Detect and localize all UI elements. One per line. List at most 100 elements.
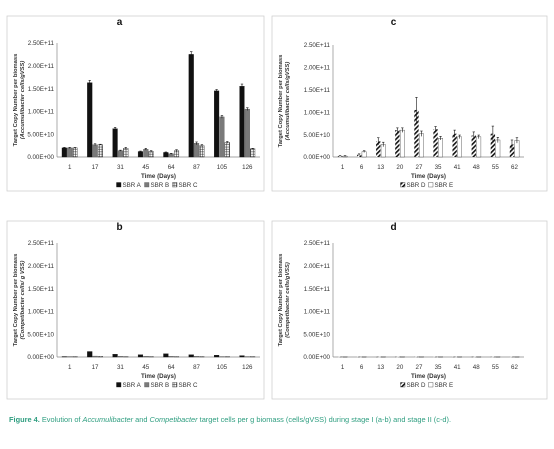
- chart-panel-d: d 0.00E+00 5.00E+10 1.00E+11 1.50E+11 2.00E+1…: [271, 220, 548, 400]
- y-tick-label: 1.50E+11: [28, 86, 55, 93]
- y-tick-label: 0.00E+00: [27, 154, 54, 161]
- bar-sbr-d: [376, 141, 381, 157]
- x-tick-label: 48: [473, 164, 480, 171]
- bar-sbr-a: [214, 355, 220, 358]
- y-tick-label: 1.50E+11: [28, 286, 55, 293]
- caption-accumulibacter: Accumulibacter: [82, 415, 134, 424]
- y-axis-label: (Competibacter cells/ g VSS): [20, 260, 26, 339]
- y-axis-label: Target Copy Number per biomass: [278, 254, 284, 347]
- x-tick-label: 45: [142, 364, 149, 371]
- y-tick-label: 5.00E+10: [27, 131, 54, 138]
- x-tick-label: 87: [193, 364, 200, 371]
- bar-sbr-e: [438, 138, 443, 158]
- x-tick-label: 17: [92, 364, 99, 371]
- legend-swatch: [116, 382, 122, 388]
- bar-sbr-b: [244, 108, 250, 158]
- y-axis-label: Target Copy Number per biomass: [278, 55, 284, 148]
- x-tick-label: 35: [435, 364, 442, 371]
- bar-sbr-a: [112, 128, 118, 158]
- panel-frame: [271, 15, 548, 192]
- bar-sbr-b: [168, 153, 174, 158]
- x-axis-label: Time (Days): [141, 373, 176, 380]
- legend-label: SBR A: [123, 382, 142, 389]
- x-tick-label: 45: [142, 164, 149, 171]
- x-axis-label: Time (Days): [411, 173, 446, 180]
- y-tick-label: 2.50E+11: [28, 40, 55, 47]
- x-tick-label: 105: [217, 164, 228, 171]
- bar-sbr-a: [137, 151, 144, 158]
- bar-sbr-b: [194, 143, 200, 158]
- panel-frame: [6, 220, 265, 400]
- x-axis-label: Time (Days): [411, 373, 446, 380]
- y-tick-label: 0.00E+00: [27, 354, 54, 361]
- y-tick-label: 1.00E+11: [28, 309, 55, 316]
- y-tick-label: 2.50E+11: [304, 42, 331, 49]
- bar-sbr-a: [137, 354, 144, 358]
- legend-swatch: [428, 382, 434, 388]
- bar-sbr-c: [123, 148, 129, 158]
- bar-sbr-a: [87, 82, 93, 158]
- chart-panel-c: c 0.00E+00 5.00E+10 1.00E+11 1.50E+11 2.00E+1…: [271, 15, 548, 192]
- bar-sbr-c: [97, 356, 103, 358]
- y-tick-label: 2.00E+11: [304, 65, 331, 72]
- bar-sbr-d: [395, 130, 400, 157]
- x-tick-label: 41: [454, 364, 461, 371]
- bar-sbr-b: [117, 356, 123, 358]
- legend-swatch: [400, 382, 406, 388]
- bar-sbr-b: [219, 116, 225, 158]
- legend-label: SBR B: [151, 382, 170, 389]
- y-tick-label: 5.00E+10: [303, 331, 330, 338]
- y-tick-label: 0.00E+00: [303, 354, 330, 361]
- bar-sbr-b: [194, 356, 200, 358]
- panel-label: d: [390, 222, 396, 233]
- bar-sbr-b: [117, 150, 123, 158]
- x-tick-label: 62: [511, 364, 518, 371]
- panel-label: c: [391, 17, 397, 28]
- x-tick-label: 64: [168, 364, 175, 371]
- bar-sbr-c: [72, 147, 78, 158]
- bar-sbr-a: [214, 90, 220, 158]
- bar-sbr-e: [399, 129, 405, 158]
- x-tick-label: 6: [360, 364, 364, 371]
- bar-sbr-a: [61, 147, 67, 158]
- x-tick-label: 31: [117, 164, 124, 171]
- y-tick-label: 5.00E+10: [303, 132, 330, 139]
- legend-swatch: [116, 182, 122, 188]
- legend-label: SBR E: [435, 182, 454, 189]
- legend-swatch: [400, 182, 406, 188]
- x-tick-label: 13: [377, 164, 384, 171]
- x-tick-label: 55: [492, 164, 499, 171]
- y-tick-label: 0.00E+00: [303, 154, 330, 161]
- legend-label: SBR D: [407, 382, 426, 389]
- x-tick-label: 48: [473, 364, 480, 371]
- bar-sbr-a: [188, 54, 194, 158]
- x-tick-label: 105: [217, 364, 228, 371]
- x-axis-label: Time (Days): [141, 173, 176, 180]
- legend-label: SBR C: [179, 182, 198, 189]
- legend-label: SBR D: [407, 182, 426, 189]
- bar-sbr-b: [92, 355, 98, 358]
- x-tick-label: 64: [168, 164, 175, 171]
- bar-sbr-e: [419, 133, 424, 158]
- x-tick-label: 41: [454, 164, 461, 171]
- bar-sbr-d: [414, 109, 419, 157]
- x-tick-label: 1: [68, 164, 72, 171]
- legend-swatch: [172, 182, 178, 188]
- legend-label: SBR A: [123, 182, 142, 189]
- y-tick-label: 5.00E+10: [27, 331, 54, 338]
- bar-sbr-e: [476, 136, 482, 158]
- bar-sbr-c: [97, 144, 103, 158]
- bar-sbr-a: [163, 152, 169, 158]
- legend-label: SBR C: [179, 382, 198, 389]
- x-tick-label: 126: [242, 364, 253, 371]
- bar-sbr-b: [168, 356, 174, 358]
- caption-text-2: and: [133, 415, 150, 424]
- caption-text-3: target cells per g biomass (cells/gVSS) …: [197, 415, 452, 424]
- y-axis-label: (Competibacter cells/gVSS): [285, 262, 291, 338]
- bar-sbr-b: [92, 144, 98, 158]
- bar-sbr-d: [452, 133, 457, 157]
- caption-text-1: Evolution of: [39, 415, 83, 424]
- x-tick-label: 1: [68, 364, 72, 371]
- panel-label: b: [116, 222, 122, 233]
